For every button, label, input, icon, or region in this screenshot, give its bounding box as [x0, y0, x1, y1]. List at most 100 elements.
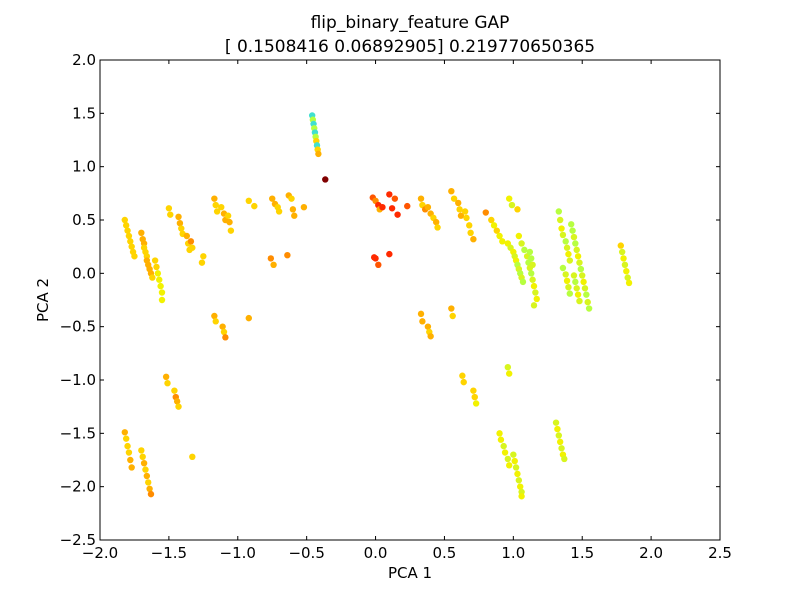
- data-point: [211, 195, 218, 202]
- data-point: [394, 211, 401, 218]
- x-tick-label: 0.0: [364, 544, 388, 562]
- data-point: [580, 278, 587, 286]
- data-point: [517, 483, 524, 490]
- data-point: [570, 272, 578, 279]
- data-point: [386, 191, 393, 198]
- data-point: [488, 216, 495, 224]
- data-point: [142, 466, 149, 473]
- data-point: [434, 224, 441, 231]
- data-point: [511, 457, 518, 465]
- data-point: [432, 218, 440, 226]
- data-point: [424, 323, 432, 330]
- data-point: [460, 378, 467, 386]
- data-point: [559, 231, 567, 239]
- x-tick-label: 2.5: [708, 544, 732, 562]
- data-point: [121, 216, 128, 224]
- x-tick-label: 0.5: [433, 544, 457, 562]
- data-point: [189, 244, 196, 251]
- data-point: [574, 253, 582, 260]
- data-point: [577, 265, 585, 273]
- x-tick-label: −2.0: [82, 544, 118, 562]
- data-point: [457, 212, 465, 219]
- data-point: [122, 435, 130, 442]
- data-point: [570, 233, 578, 241]
- data-point: [200, 253, 207, 260]
- data-point: [573, 285, 580, 292]
- data-point: [139, 453, 146, 460]
- y-tick-label: 1.0: [72, 158, 96, 176]
- data-point: [404, 202, 411, 210]
- data-point: [151, 257, 159, 264]
- data-point: [515, 232, 523, 240]
- data-point: [624, 274, 631, 281]
- data-point: [245, 197, 252, 204]
- x-tick-label: 1.0: [501, 544, 525, 562]
- data-point: [508, 201, 516, 209]
- data-point: [533, 295, 540, 303]
- data-point: [154, 270, 162, 277]
- data-point: [448, 305, 455, 312]
- data-point: [183, 232, 190, 240]
- data-point: [504, 455, 512, 463]
- y-tick-label: −1.5: [60, 424, 96, 442]
- data-point: [552, 419, 560, 426]
- data-point: [149, 274, 156, 281]
- data-point: [424, 204, 432, 211]
- data-point: [164, 380, 171, 387]
- data-point: [556, 438, 564, 446]
- y-axis-ticks: −2.5 −2.0 −1.5 −1.0 −0.5 0.0 0.5 1.0 1.5 2.0: [60, 51, 720, 549]
- data-point: [572, 240, 579, 247]
- data-point: [372, 255, 379, 262]
- data-point: [530, 302, 538, 309]
- data-point: [512, 464, 520, 471]
- data-point: [562, 238, 569, 245]
- x-axis-label: PCA 1: [388, 564, 432, 582]
- data-point: [175, 403, 182, 410]
- data-point: [529, 261, 536, 268]
- data-point: [558, 445, 565, 452]
- data-point: [496, 430, 503, 437]
- data-point: [621, 261, 629, 268]
- data-point: [146, 485, 153, 492]
- data-point: [504, 364, 512, 371]
- data-point: [175, 213, 182, 220]
- data-point: [506, 195, 513, 202]
- chart-subtitle: [ 0.1508416 0.06892905] 0.219770650365: [225, 37, 595, 57]
- data-point: [386, 250, 393, 258]
- data-point: [506, 370, 513, 377]
- data-point: [158, 289, 166, 296]
- data-point: [227, 227, 235, 234]
- data-point: [391, 195, 399, 202]
- data-point: [124, 227, 131, 234]
- data-point: [178, 225, 185, 232]
- data-point: [521, 246, 528, 254]
- data-point: [565, 284, 572, 291]
- y-tick-label: 1.5: [72, 104, 96, 122]
- data-point: [427, 333, 434, 340]
- data-point: [417, 195, 425, 202]
- data-point: [493, 227, 500, 234]
- data-point: [213, 208, 221, 215]
- data-point: [501, 449, 509, 456]
- data-point: [165, 205, 173, 212]
- data-point: [128, 464, 135, 471]
- data-point: [156, 276, 163, 283]
- data-point: [529, 276, 536, 283]
- y-tick-label: −1.0: [60, 371, 96, 389]
- data-point: [448, 188, 455, 195]
- data-point: [379, 204, 386, 211]
- data-point: [218, 204, 225, 211]
- data-point: [514, 206, 521, 213]
- data-point: [559, 264, 567, 272]
- data-point: [569, 227, 576, 234]
- data-point: [554, 425, 561, 433]
- x-tick-label: 1.5: [570, 544, 594, 562]
- data-point: [625, 279, 633, 287]
- data-point: [127, 238, 134, 245]
- data-point: [506, 462, 513, 469]
- data-point: [450, 195, 458, 202]
- data-point: [147, 490, 155, 498]
- data-point: [220, 328, 228, 336]
- data-point: [245, 314, 252, 322]
- data-point: [269, 195, 276, 202]
